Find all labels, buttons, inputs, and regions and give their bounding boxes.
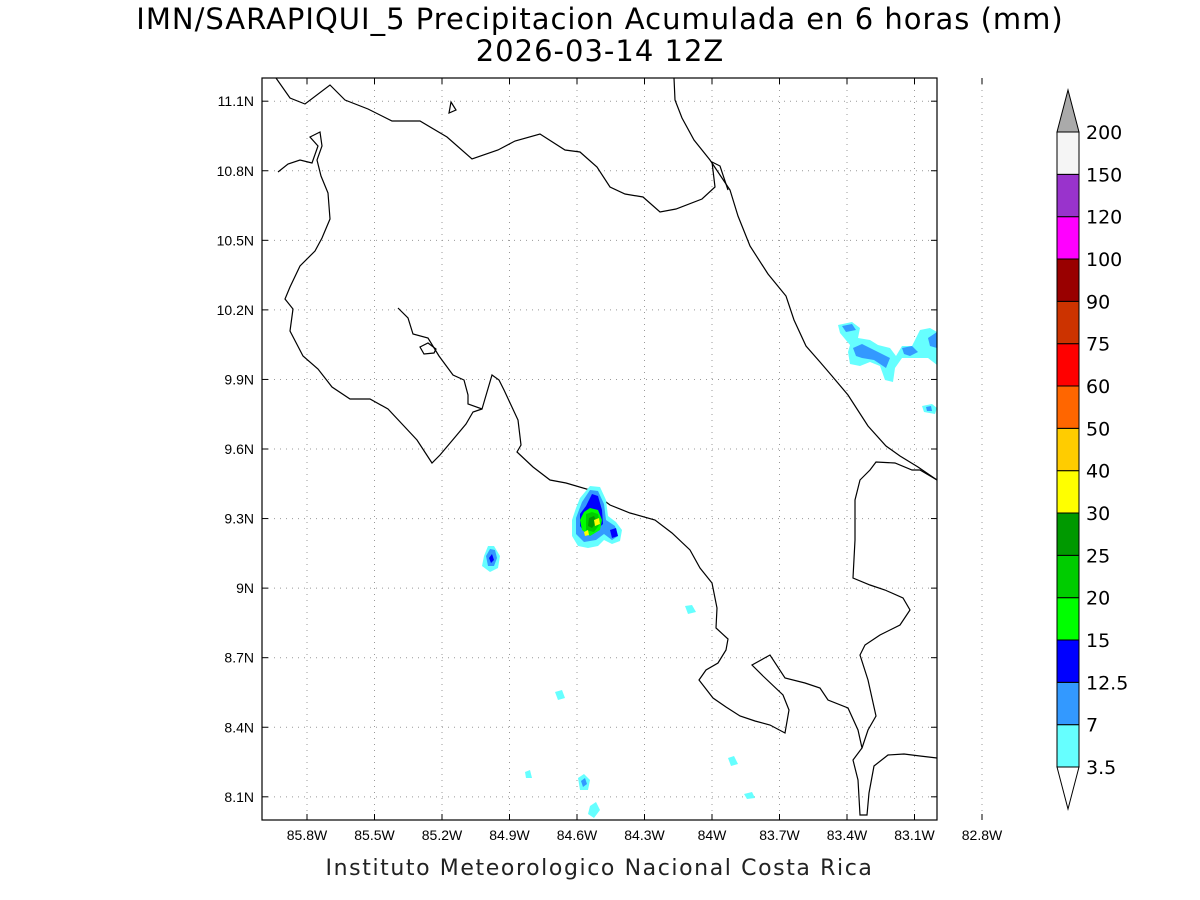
map-title: IMN/SARAPIQUI_5 Precipitacion Acumulada … (136, 2, 1064, 36)
colorbar-label: 200 (1086, 122, 1122, 144)
lat-tick-label: 8.1N (224, 789, 254, 805)
colorbar-segment (1056, 597, 1080, 641)
colorbar-segment (1056, 258, 1080, 302)
lon-tick-label: 82.8W (962, 827, 1003, 843)
lon-tick-label: 84.6W (557, 827, 598, 843)
rain-cell-west (482, 546, 500, 572)
pacific-coast-north (277, 131, 483, 464)
colorbar-legend: 3.5 7 12.5 15 20 25 30 40 50 60 75 90 100 120 150 200 (1056, 88, 1128, 811)
lon-tick-label: 83.7W (759, 827, 800, 843)
colorbar-label: 60 (1086, 376, 1110, 398)
footer-credit: Instituto Meteorologico Nacional Costa R… (325, 856, 874, 881)
rain-cell-caribbean-north (838, 322, 937, 414)
colorbar-high-arrow (1056, 88, 1080, 133)
colorbar-segment (1056, 300, 1080, 345)
colorbar-label: 20 (1086, 588, 1110, 610)
colorbar-segment (1056, 131, 1080, 175)
lon-tick-label: 85.8W (287, 827, 328, 843)
lat-tick-label: 9.6N (224, 441, 254, 457)
colorbar-segment (1056, 173, 1080, 218)
colorbar-label: 15 (1086, 630, 1110, 652)
lat-tick-label: 10.8N (217, 163, 254, 179)
precipitation-areas (482, 322, 937, 818)
colorbar-label: 100 (1086, 249, 1122, 271)
colorbar-segment (1056, 512, 1080, 556)
colorbar-segment (1056, 343, 1080, 387)
colorbar-label: 120 (1086, 207, 1122, 229)
lat-tick-label: 8.4N (224, 719, 254, 735)
colorbar-label: 150 (1086, 164, 1122, 186)
lat-tick-label: 10.5N (217, 232, 254, 248)
nicoya-gulf (397, 307, 937, 816)
colorbar-label: 25 (1086, 545, 1110, 567)
colorbar-segment (1056, 427, 1080, 472)
rain-cell-central (572, 486, 622, 548)
lake-nicaragua-island (448, 100, 457, 114)
latitude-axis: 11.1N 10.8N 10.5N 10.2N 9.9N 9.6N 9.3N 9N 8.7N 8.… (217, 93, 937, 805)
lat-tick-label: 8.7N (224, 650, 254, 666)
colorbar-segment (1056, 639, 1080, 683)
colorbar-label: 7 (1086, 715, 1098, 737)
nicaragua-border (275, 78, 729, 213)
colorbar-segment (1056, 216, 1080, 260)
lat-tick-label: 11.1N (218, 93, 254, 109)
lon-tick-label: 84.9W (489, 827, 530, 843)
colorbar-segment (1056, 554, 1080, 599)
coastline (275, 78, 937, 816)
lon-tick-label: 83.1W (894, 827, 935, 843)
colorbar-label: 75 (1086, 334, 1110, 356)
colorbar-segment (1056, 681, 1080, 726)
rain-cell-small (525, 605, 755, 818)
map-date: 2026-03-14 12Z (475, 34, 725, 68)
colorbar-label: 40 (1086, 461, 1110, 483)
lon-tick-label: 85.2W (422, 827, 463, 843)
colorbar-label: 50 (1086, 418, 1110, 440)
lat-tick-label: 10.2N (217, 302, 254, 318)
colorbar-label: 90 (1086, 291, 1110, 313)
lon-tick-label: 83.4W (827, 827, 868, 843)
map-background (262, 78, 937, 820)
lon-tick-label: 84W (698, 827, 728, 843)
lat-tick-label: 9N (236, 580, 254, 596)
colorbar-segment (1056, 724, 1080, 768)
lon-tick-label: 85.5W (354, 827, 395, 843)
longitude-axis: 85.8W 85.5W 85.2W 84.9W 84.6W 84.3W 84W 83.7W 83… (287, 78, 1003, 843)
colorbar-label: 12.5 (1086, 672, 1128, 694)
panama-border (852, 461, 937, 749)
colorbar-low-arrow (1056, 766, 1080, 811)
colorbar-label: 3.5 (1086, 757, 1116, 779)
lat-tick-label: 9.3N (224, 511, 254, 527)
lat-tick-label: 9.9N (224, 371, 254, 387)
colorbar-segment (1056, 470, 1080, 514)
colorbar-label: 30 (1086, 503, 1110, 525)
lon-tick-label: 84.3W (624, 827, 665, 843)
colorbar-segment (1056, 385, 1080, 429)
chira-island (419, 342, 437, 355)
caribbean-coast (673, 78, 937, 481)
